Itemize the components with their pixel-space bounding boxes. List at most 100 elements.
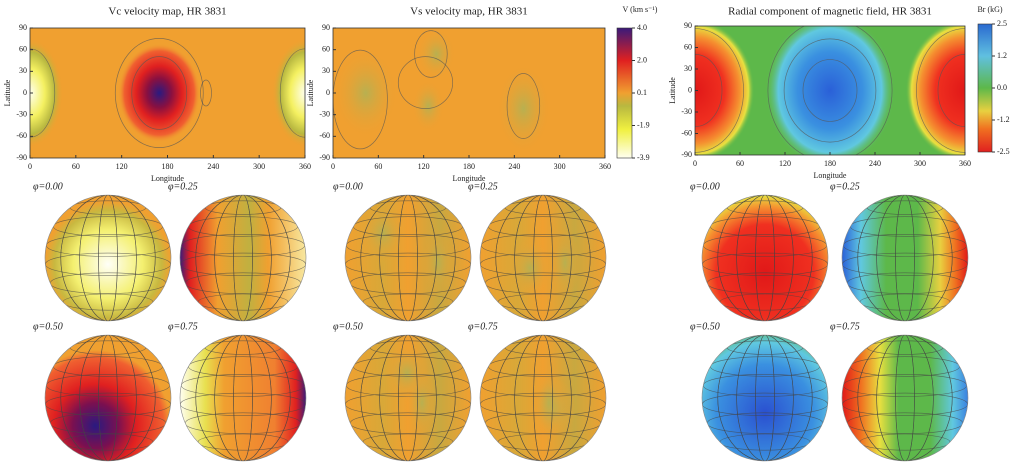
- colorbar-tick-label: -1.9: [637, 120, 650, 129]
- x-tick-label: 0: [28, 162, 32, 171]
- y-tick-label: -30: [319, 109, 330, 118]
- sphere-feature: [361, 203, 405, 263]
- sphere-meridian: [857, 195, 953, 321]
- sphere-meridian: [360, 195, 456, 321]
- phase-label: φ=0.25: [830, 181, 860, 192]
- sphere: [480, 195, 606, 321]
- sphere-surface: [702, 195, 828, 321]
- phase-label: φ=0.75: [168, 321, 198, 332]
- sphere-outline: [44, 194, 172, 322]
- sphere-outline: [841, 194, 969, 322]
- y-tick-label: 90: [19, 23, 27, 32]
- sphere-meridian: [195, 335, 291, 461]
- map-panel: [333, 28, 605, 158]
- contour: [783, 38, 877, 143]
- sphere-meridian: [876, 335, 934, 461]
- phase-label: φ=0.75: [468, 321, 498, 332]
- sphere-meridian: [79, 335, 137, 461]
- colorbar: [977, 23, 993, 153]
- y-tick-label: 0: [326, 88, 330, 97]
- phase-label: φ=0.50: [33, 321, 63, 332]
- contour: [506, 73, 541, 139]
- x-tick-label: 180: [162, 162, 174, 171]
- y-tick-label: -90: [319, 153, 330, 162]
- y-tick-label: -90: [681, 150, 692, 159]
- y-tick-label: -90: [16, 153, 27, 162]
- sphere-meridian: [736, 335, 794, 461]
- sphere-meridian: [214, 335, 272, 461]
- y-tick-label: 90: [684, 21, 692, 30]
- y-tick-label: -60: [319, 131, 330, 140]
- x-axis-label: Longitude: [814, 171, 847, 180]
- contour: [414, 30, 448, 78]
- sphere-meridian: [398, 335, 418, 461]
- y-tick-label: 30: [19, 66, 27, 75]
- sphere-surface: [45, 195, 171, 321]
- map-feature: [118, 43, 201, 143]
- y-tick-label: 30: [684, 64, 692, 73]
- map-title: Vs velocity map, HR 3831: [410, 6, 528, 18]
- colorbar-tick-label: 2.0: [637, 55, 647, 64]
- phase-label: φ=0.75: [830, 321, 860, 332]
- sphere-meridian: [514, 335, 572, 461]
- sphere: [345, 195, 471, 321]
- x-tick-label: 180: [824, 159, 836, 168]
- x-tick-label: 360: [599, 162, 611, 171]
- sphere-meridian: [98, 195, 118, 321]
- sphere: [702, 335, 828, 461]
- phase-label: φ=0.25: [168, 181, 198, 192]
- x-tick-label: 0: [331, 162, 335, 171]
- x-tick-label: 360: [959, 159, 971, 168]
- contour: [333, 49, 388, 150]
- x-tick-label: 60: [736, 159, 744, 168]
- x-tick-label: 60: [374, 162, 382, 171]
- sphere-meridian: [379, 335, 437, 461]
- sphere: [480, 335, 606, 461]
- sphere-meridian: [233, 335, 253, 461]
- sphere: [345, 335, 471, 461]
- phase-label: φ=0.25: [468, 181, 498, 192]
- y-axis-label: Latitude: [3, 79, 12, 106]
- sphere-meridian: [857, 335, 953, 461]
- sphere-meridian: [736, 195, 794, 321]
- y-tick-label: -30: [681, 107, 692, 116]
- sphere-meridian: [214, 195, 272, 321]
- y-tick-label: -30: [16, 109, 27, 118]
- sphere-surface: [180, 335, 306, 461]
- sphere-feature: [423, 228, 453, 298]
- contour: [200, 79, 212, 107]
- map-panel: [30, 28, 305, 158]
- sphere: [842, 335, 968, 461]
- x-tick-label: 60: [72, 162, 80, 171]
- phase-label: φ=0.50: [690, 321, 720, 332]
- contour: [397, 56, 454, 109]
- y-tick-label: 0: [23, 88, 27, 97]
- map-feature: [496, 63, 551, 155]
- sphere: [842, 195, 968, 321]
- map-title: Vc velocity map, HR 3831: [108, 6, 226, 18]
- sphere-outline: [179, 194, 307, 322]
- y-tick-label: -60: [16, 131, 27, 140]
- sphere-meridian: [79, 195, 137, 321]
- map-feature: [417, 28, 456, 80]
- sphere-meridian: [495, 195, 591, 321]
- y-tick-label: 60: [322, 44, 330, 53]
- colorbar: [616, 27, 633, 159]
- map-feature: [411, 80, 445, 132]
- contour: [802, 59, 858, 122]
- x-tick-label: 240: [869, 159, 881, 168]
- sphere-outline: [701, 334, 829, 462]
- sphere-meridian: [360, 335, 456, 461]
- sphere-meridian: [895, 195, 915, 321]
- sphere-feature: [508, 238, 552, 298]
- sphere-meridian: [533, 335, 553, 461]
- sphere: [45, 195, 171, 321]
- sphere-meridian: [379, 195, 437, 321]
- colorbar-tick-label: 1.2: [997, 51, 1007, 60]
- x-tick-label: 300: [914, 159, 926, 168]
- sphere-outline: [479, 334, 607, 462]
- y-tick-label: 0: [688, 85, 692, 94]
- y-tick-label: 60: [19, 44, 27, 53]
- sphere-surface: [45, 335, 171, 461]
